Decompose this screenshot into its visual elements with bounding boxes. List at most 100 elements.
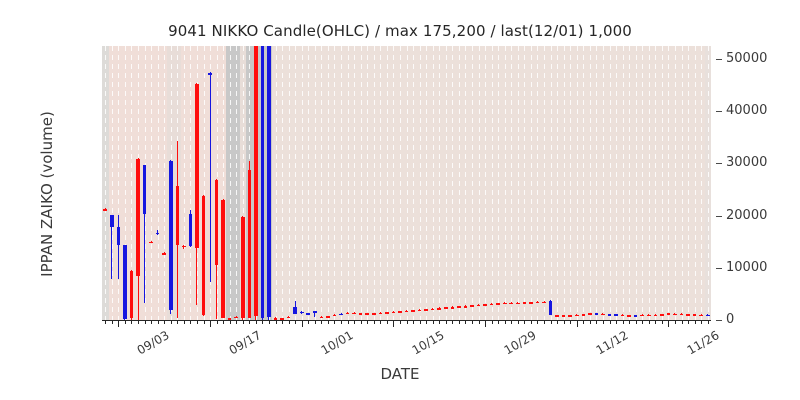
candle-wick [569, 314, 571, 316]
gridline-vertical [695, 46, 696, 320]
candle-wick [445, 306, 447, 308]
x-tick-minor [478, 320, 480, 324]
gridline-vertical [348, 46, 349, 320]
gridline-vertical [295, 46, 296, 320]
gridline-vertical [524, 46, 525, 320]
candle-wick [144, 164, 146, 304]
x-tick-minor [602, 320, 604, 324]
x-tick-minor [314, 320, 316, 324]
candle-body [653, 314, 658, 317]
background-band [226, 46, 241, 320]
gridline-vertical [125, 46, 126, 320]
candle-body [686, 314, 690, 316]
candle-body [470, 305, 474, 307]
candle-wick [674, 313, 676, 315]
gridline-vertical [623, 46, 624, 320]
candle-body [319, 316, 324, 319]
candle-body [286, 316, 291, 319]
gridline-vertical [551, 46, 552, 320]
x-tick-minor [419, 320, 421, 324]
gridline-vertical [688, 46, 689, 320]
x-tick-minor [511, 320, 513, 324]
x-tick-minor [648, 320, 650, 324]
x-tick-label: 09/03 [134, 328, 172, 358]
candle-body [273, 317, 278, 320]
candle-body [417, 309, 422, 312]
x-tick-minor [177, 320, 179, 324]
candle-wick [681, 313, 683, 315]
candle-body [142, 164, 147, 215]
x-tick-minor [498, 320, 500, 324]
x-tick-minor [688, 320, 690, 324]
chart-title: 9041 NIKKO Candle(OHLC) / max 175,200 / … [168, 22, 632, 40]
gridline-vertical [629, 46, 630, 320]
gridline-vertical [236, 46, 237, 320]
candle-body [313, 311, 317, 313]
candle-body [280, 318, 284, 320]
gridline-vertical [407, 46, 408, 320]
candle-body [188, 213, 193, 246]
x-tick-minor [151, 320, 153, 324]
gridline-vertical [380, 46, 381, 320]
x-tick-major [393, 320, 395, 327]
gridline-vertical [230, 46, 231, 320]
gridline-vertical [701, 46, 702, 320]
gridline-vertical [570, 46, 571, 320]
candle-wick [432, 307, 434, 310]
x-tick-minor [471, 320, 473, 324]
candle-body [234, 316, 239, 319]
candle-body [594, 313, 599, 315]
candle-body [476, 304, 481, 307]
gridline-vertical [446, 46, 447, 320]
candle-body [208, 73, 212, 75]
gridline-vertical [439, 46, 440, 320]
candle-body [601, 313, 605, 316]
x-tick-minor [432, 320, 434, 324]
gridline-vertical [433, 46, 434, 320]
candle-body [103, 209, 108, 211]
candle-body [227, 318, 232, 320]
gridline-vertical [282, 46, 283, 320]
plot-area[interactable] [102, 46, 711, 320]
x-tick-label: 11/12 [593, 328, 631, 358]
gridline-vertical [341, 46, 342, 320]
candle-body [155, 232, 160, 235]
gridline-vertical [537, 46, 538, 320]
y-tick-mark [716, 215, 722, 217]
x-tick-minor [360, 320, 362, 324]
x-tick-label: 09/17 [226, 328, 264, 358]
gridline-vertical [400, 46, 401, 320]
gridline-vertical [479, 46, 480, 320]
x-tick-minor [563, 320, 565, 324]
x-tick-major [118, 320, 120, 327]
candle-body [182, 245, 186, 248]
candle-body [136, 159, 140, 277]
y-tick-mark [716, 163, 722, 165]
gridline-vertical [393, 46, 394, 320]
candle-wick [635, 314, 637, 316]
x-tick-minor [661, 320, 663, 324]
candle-body [149, 241, 153, 244]
candle-body [574, 314, 579, 317]
x-tick-minor [701, 320, 703, 324]
x-tick-minor [674, 320, 676, 324]
gridline-vertical [662, 46, 663, 320]
candle-body [358, 313, 363, 315]
candle-body [129, 270, 134, 318]
candle-wick [478, 304, 480, 306]
candle-wick [556, 314, 558, 316]
candle-body [240, 216, 245, 318]
gridline-vertical [276, 46, 277, 320]
x-tick-minor [229, 320, 231, 324]
y-tick-mark [716, 267, 722, 269]
candle-body [581, 314, 586, 316]
x-tick-minor [596, 320, 598, 324]
candle-wick [530, 301, 532, 303]
gridline-vertical [708, 46, 709, 320]
candle-body [568, 315, 572, 317]
x-tick-minor [334, 320, 336, 324]
gridline-vertical [596, 46, 597, 320]
x-tick-minor [504, 320, 506, 324]
candle-body [646, 314, 651, 317]
candle-body [489, 303, 494, 306]
